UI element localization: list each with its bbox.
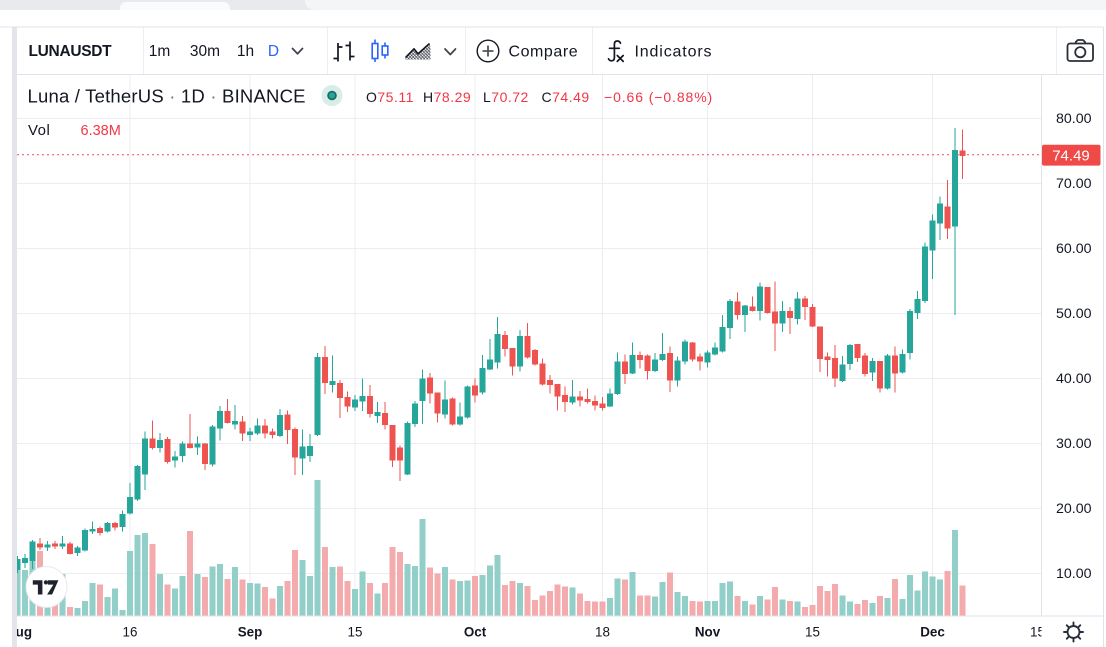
svg-text:LUNAUSDT: LUNAUSDT <box>29 43 113 60</box>
svg-text:6.38M: 6.38M <box>81 123 121 139</box>
svg-text:Nov: Nov <box>695 625 721 640</box>
svg-text:Vol: Vol <box>28 122 50 139</box>
svg-text:1m: 1m <box>149 43 171 60</box>
svg-text:16: 16 <box>123 625 138 640</box>
svg-text:60.00: 60.00 <box>1056 241 1092 257</box>
svg-text:15: 15 <box>805 625 820 640</box>
svg-text:C74.49: C74.49 <box>542 89 590 105</box>
svg-text:1h: 1h <box>237 43 254 60</box>
svg-text:H78.29: H78.29 <box>423 89 471 105</box>
svg-text:80.00: 80.00 <box>1056 111 1092 127</box>
svg-text:Luna / TetherUS · 1D · BINANCE: Luna / TetherUS · 1D · BINANCE <box>28 86 306 107</box>
svg-text:30.00: 30.00 <box>1056 436 1092 452</box>
svg-text:15: 15 <box>1030 625 1045 640</box>
svg-text:Compare: Compare <box>509 43 579 60</box>
svg-text:O75.11: O75.11 <box>366 89 414 105</box>
svg-text:18: 18 <box>595 625 610 640</box>
svg-text:Oct: Oct <box>464 625 487 640</box>
svg-text:70.00: 70.00 <box>1056 176 1092 192</box>
svg-text:30m: 30m <box>190 43 220 60</box>
svg-text:40.00: 40.00 <box>1056 371 1092 387</box>
svg-text:Indicators: Indicators <box>635 43 713 60</box>
svg-text:50.00: 50.00 <box>1056 306 1092 322</box>
svg-text:−0.66 (−0.88%): −0.66 (−0.88%) <box>604 89 713 105</box>
svg-text:Dec: Dec <box>920 625 945 640</box>
svg-text:L70.72: L70.72 <box>483 89 529 105</box>
svg-text:D: D <box>268 43 279 60</box>
svg-text:20.00: 20.00 <box>1056 501 1092 517</box>
svg-text:10.00: 10.00 <box>1056 566 1092 582</box>
svg-text:74.49: 74.49 <box>1052 148 1090 165</box>
svg-text:Sep: Sep <box>238 625 263 640</box>
svg-text:15: 15 <box>348 625 363 640</box>
svg-text:Aug: Aug <box>6 625 32 640</box>
